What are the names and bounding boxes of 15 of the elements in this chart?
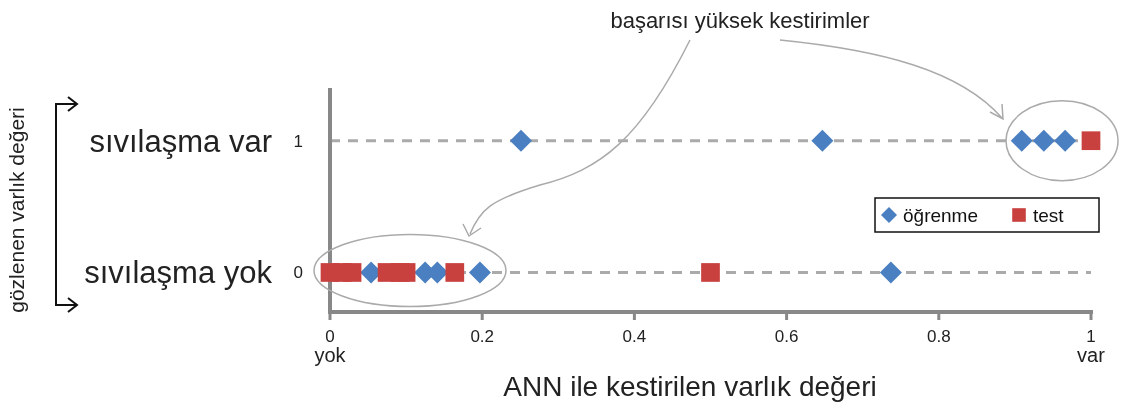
x-tick-label: 0.6 [774, 327, 799, 346]
legend-label: test [1033, 205, 1065, 226]
x-tick-label: 0.4 [622, 327, 647, 346]
text: başarısı yüksek kestirimler [610, 8, 870, 33]
x-tick-label: 0.2 [470, 327, 495, 346]
text: yok [314, 344, 347, 366]
legend-label: öğrenme [903, 205, 978, 226]
x-tick-label: 1 [1086, 327, 1096, 346]
x-tick-label: 0 [325, 327, 335, 346]
text: var [1077, 344, 1106, 366]
x-axis-title: ANN ile kestirilen varlık değeri [503, 371, 877, 402]
text: gözlenen varlık değeri [5, 107, 28, 313]
x-tick-label: 0.8 [926, 327, 951, 346]
text: sıvılaşma var [89, 123, 272, 159]
text: sıvılaşma yok [84, 255, 273, 291]
